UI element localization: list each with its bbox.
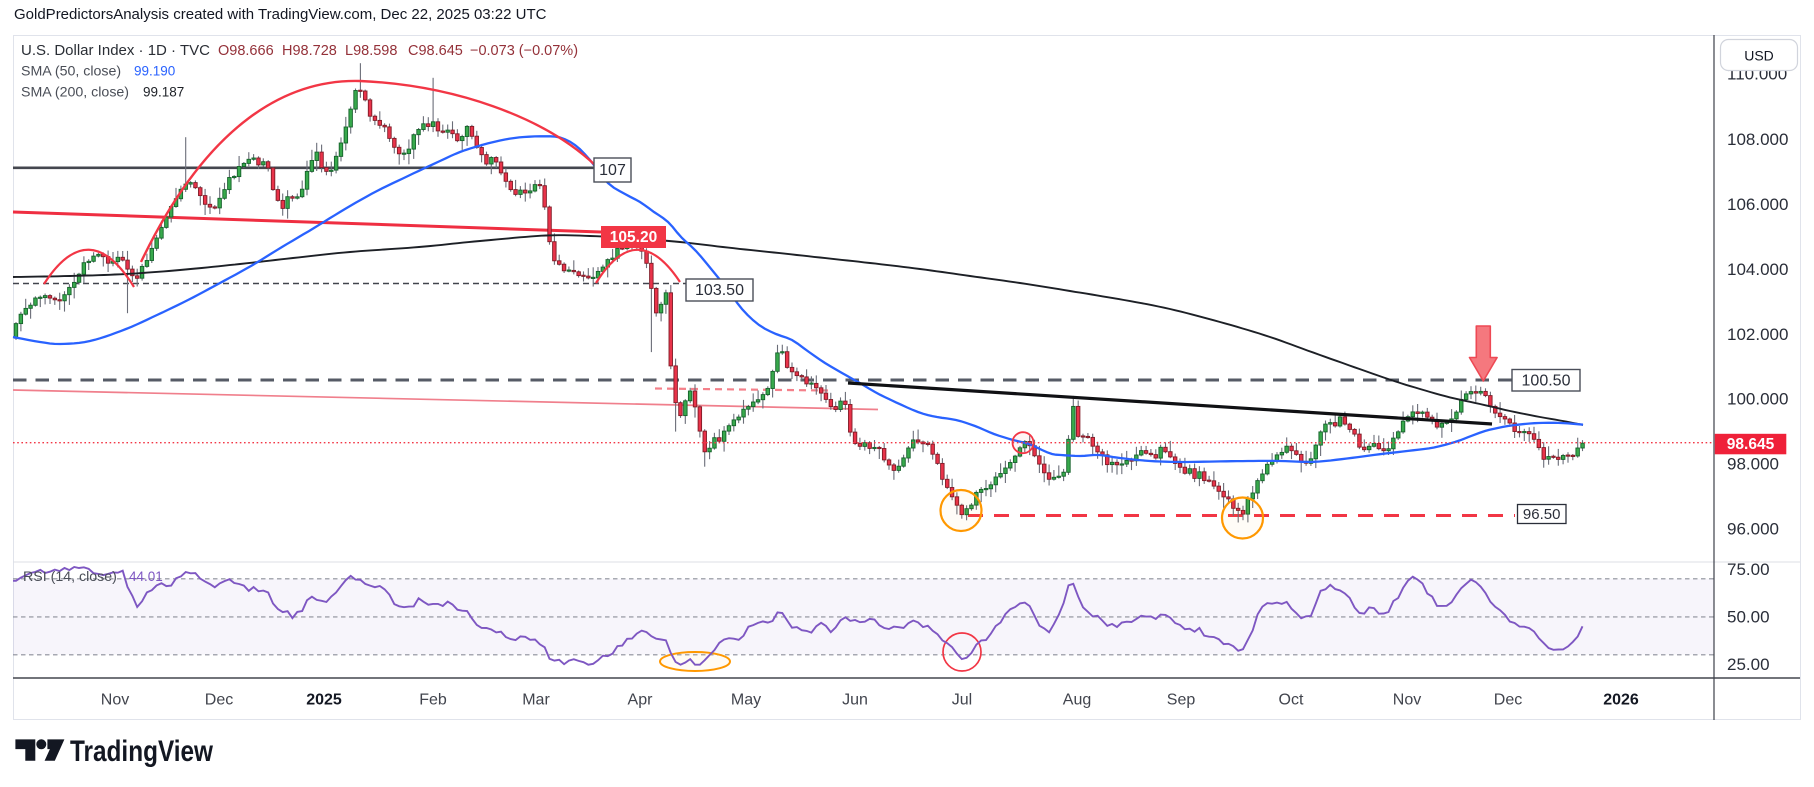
svg-text:99.187: 99.187 [143, 85, 184, 100]
svg-text:U.S. Dollar Index · 1D · TVC: U.S. Dollar Index · 1D · TVC [21, 42, 210, 59]
svg-text:98.000: 98.000 [1727, 455, 1779, 474]
svg-text:Jun: Jun [842, 692, 868, 709]
svg-text:Jul: Jul [952, 692, 972, 709]
svg-text:2026: 2026 [1603, 692, 1639, 709]
svg-text:Sep: Sep [1167, 692, 1196, 709]
svg-text:Dec: Dec [205, 692, 233, 709]
svg-text:Dec: Dec [1494, 692, 1522, 709]
svg-text:Feb: Feb [419, 692, 447, 709]
svg-text:100.50: 100.50 [1522, 372, 1571, 389]
svg-text:USD: USD [1744, 48, 1774, 64]
svg-text:98.645: 98.645 [1727, 436, 1775, 453]
svg-text:102.000: 102.000 [1727, 325, 1788, 344]
svg-text:104.000: 104.000 [1727, 260, 1788, 279]
svg-text:99.190: 99.190 [134, 64, 175, 79]
svg-text:RSI (14, close): RSI (14, close) [23, 569, 117, 585]
svg-text:−0.073 (−0.07%): −0.073 (−0.07%) [470, 43, 578, 59]
svg-text:C98.645: C98.645 [408, 43, 463, 59]
svg-text:44.01: 44.01 [129, 569, 163, 584]
svg-text:108.000: 108.000 [1727, 130, 1788, 149]
svg-text:GoldPredictorsAnalysis created: GoldPredictorsAnalysis created with Trad… [14, 6, 547, 23]
svg-text:103.50: 103.50 [695, 282, 744, 299]
svg-text:O98.666: O98.666 [218, 43, 274, 59]
svg-text:96.000: 96.000 [1727, 520, 1779, 539]
svg-text:May: May [731, 692, 761, 709]
svg-text:Oct: Oct [1279, 692, 1304, 709]
svg-text:50.00: 50.00 [1727, 607, 1770, 626]
svg-text:96.50: 96.50 [1523, 506, 1561, 523]
svg-text:100.000: 100.000 [1727, 390, 1788, 409]
svg-text:SMA (50, close): SMA (50, close) [21, 64, 121, 80]
svg-text:75.00: 75.00 [1727, 560, 1770, 579]
svg-text:Aug: Aug [1063, 692, 1091, 709]
svg-text:2025: 2025 [306, 692, 342, 709]
svg-text:25.00: 25.00 [1727, 655, 1770, 674]
svg-text:106.000: 106.000 [1727, 195, 1788, 214]
svg-text:Nov: Nov [1393, 692, 1421, 709]
svg-text:L98.598: L98.598 [345, 43, 397, 59]
svg-text:105.20: 105.20 [610, 229, 657, 246]
svg-text:TradingView: TradingView [70, 735, 214, 768]
svg-text:SMA (200, close): SMA (200, close) [21, 85, 129, 101]
svg-text:Mar: Mar [522, 692, 550, 709]
svg-text:H98.728: H98.728 [282, 43, 337, 59]
svg-text:Nov: Nov [101, 692, 129, 709]
svg-text:107: 107 [599, 162, 626, 179]
svg-text:Apr: Apr [628, 692, 654, 709]
